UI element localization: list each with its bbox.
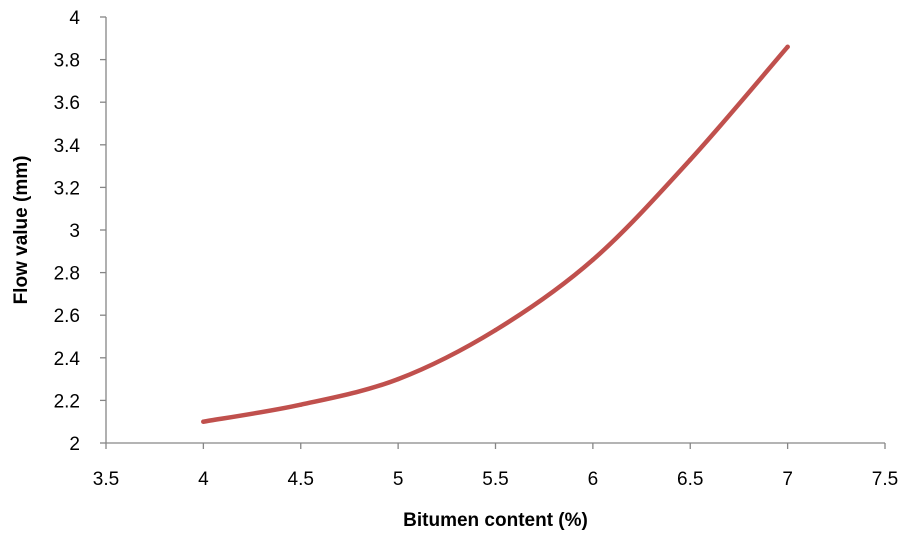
data-point bbox=[298, 402, 303, 407]
y-axis-title: Flow value (mm) bbox=[11, 156, 32, 305]
y-tick-label: 3.8 bbox=[54, 51, 80, 72]
data-point bbox=[785, 44, 790, 50]
y-tick-label: 2.2 bbox=[54, 391, 80, 412]
y-tick-label: 3.6 bbox=[54, 93, 80, 114]
y-axis-ticks: 2 2.2 2.4 2.6 2.8 3 3.2 3.4 3.6 3.8 4 bbox=[54, 8, 106, 455]
x-tick-label: 3.5 bbox=[93, 469, 119, 490]
y-tick-label: 3.2 bbox=[54, 178, 80, 199]
data-point bbox=[590, 257, 596, 263]
x-tick-label: 6 bbox=[588, 469, 599, 490]
y-tick-label: 2.4 bbox=[54, 349, 81, 370]
data-point bbox=[688, 157, 693, 162]
data-point bbox=[395, 376, 401, 382]
x-tick-label: 4.5 bbox=[288, 469, 314, 490]
x-tick-label: 6.5 bbox=[677, 469, 703, 490]
y-tick-label: 3.4 bbox=[54, 136, 81, 157]
y-tick-label: 2 bbox=[69, 434, 80, 455]
x-axis-title: Bitumen content (%) bbox=[403, 510, 588, 531]
x-tick-label: 7.5 bbox=[872, 469, 898, 490]
x-tick-label: 7 bbox=[782, 469, 793, 490]
data-point bbox=[493, 327, 498, 333]
series-layer bbox=[201, 44, 790, 424]
y-tick-label: 2.6 bbox=[54, 306, 80, 327]
y-tick-label: 4 bbox=[69, 8, 80, 29]
x-axis-ticks: 3.5 4 4.5 5 5.5 6 6.5 7 7.5 bbox=[93, 443, 898, 490]
data-point bbox=[201, 419, 206, 424]
series-line bbox=[201, 44, 790, 424]
x-tick-label: 4 bbox=[198, 469, 209, 490]
x-tick-label: 5.5 bbox=[482, 469, 508, 490]
y-tick-label: 2.8 bbox=[54, 264, 80, 285]
x-tick-label: 5 bbox=[393, 469, 404, 490]
y-tick-label: 3 bbox=[69, 221, 80, 242]
